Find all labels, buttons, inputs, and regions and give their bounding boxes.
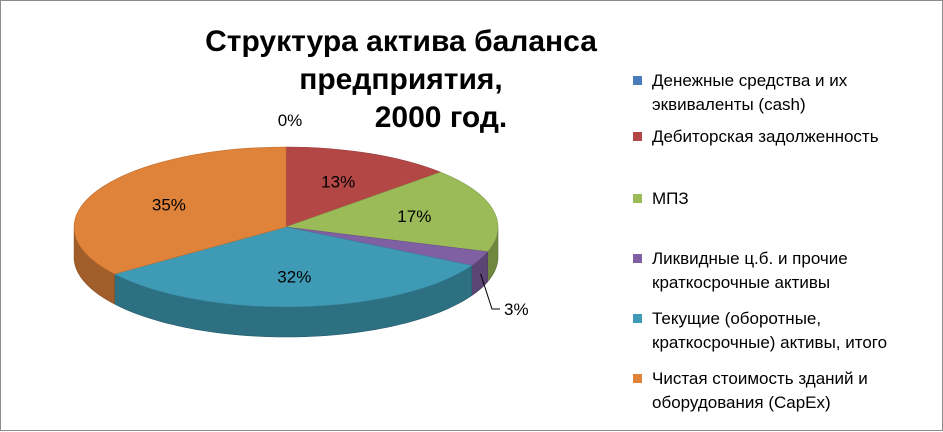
legend-label-current-assets: Текущие (оборотные, краткосрочные) активы… xyxy=(652,309,888,352)
pie-label-receivables: 13% xyxy=(321,173,355,192)
legend-swatch-receivables xyxy=(633,132,642,141)
legend-label-inventory: МПЗ xyxy=(652,189,689,208)
pie-slice-receivables xyxy=(285,146,442,228)
chart-title-line1: Структура актива баланса предприятия, xyxy=(205,25,597,96)
legend-label-securities: Ликвидные ц.б. и прочие краткосрочные акт… xyxy=(652,249,848,292)
legend-swatch-capex xyxy=(633,374,642,383)
pie-slice-capex xyxy=(73,146,287,275)
legend-swatch-current-assets xyxy=(633,314,642,323)
legend-label-receivables: Дебиторская задолженность xyxy=(652,127,879,146)
pie-label-capex: 35% xyxy=(152,196,186,215)
pie-label-cash: 0% xyxy=(278,111,303,130)
chart-title: Структура актива баланса предприятия, 20… xyxy=(121,23,681,137)
pie-label-current-assets: 32% xyxy=(277,268,311,287)
chart-title-line2: 2000 год. xyxy=(374,101,508,134)
pie-label-securities: 3% xyxy=(504,300,529,319)
pie-leader-line-securities xyxy=(480,273,500,310)
legend-label-cash: Денежные средства и их эквиваленты (cash) xyxy=(652,71,848,114)
legend-label-capex: Чистая стоимость зданий и оборудования (C… xyxy=(652,369,868,412)
legend-swatch-securities xyxy=(633,254,642,263)
legend-swatch-cash xyxy=(633,76,642,85)
pie-slice-current-assets xyxy=(113,226,473,308)
legend-swatch-inventory xyxy=(633,194,642,203)
pie-slice-inventory xyxy=(285,171,499,253)
pie-label-inventory: 17% xyxy=(397,207,431,226)
